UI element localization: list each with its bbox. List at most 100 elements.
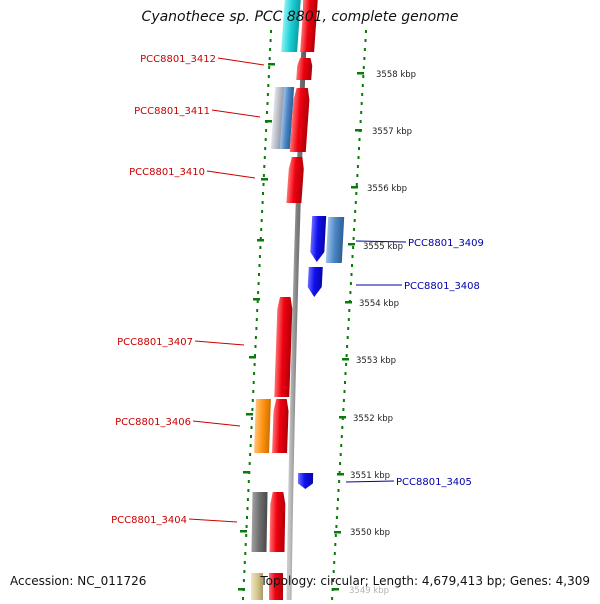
ruler-right-dots: [331, 30, 367, 600]
cog-block-orange: [254, 399, 271, 453]
ruler-dot: [258, 264, 261, 267]
scale-label: 3558 kbp: [376, 70, 416, 80]
ruler-dot: [250, 417, 253, 420]
ruler-dot: [363, 57, 366, 60]
ruler-tick: [257, 239, 264, 242]
ruler-dot: [266, 111, 268, 114]
reverse-gene-label-group: PCC8801_3405: [345, 477, 472, 488]
forward-gene-label: PCC8801_3412: [140, 54, 216, 65]
forward-gene-label-group: PCC8801_3407: [117, 337, 245, 348]
ruler-dot: [362, 66, 365, 69]
forward-gene-label-group: PCC8801_3410: [129, 167, 256, 179]
ruler-tick: [357, 72, 364, 75]
ruler-dot: [358, 147, 360, 150]
ruler-dot: [347, 327, 350, 330]
gene-arrow: [296, 58, 313, 80]
ruler-dot: [342, 399, 345, 402]
gene-arrow: [269, 492, 286, 552]
forward-gene-label-group: PCC8801_3404: [111, 515, 238, 526]
ruler-dot: [345, 363, 348, 366]
ruler-dot: [332, 570, 335, 573]
ruler-dot: [358, 138, 361, 141]
ruler-dot: [243, 570, 246, 573]
ruler-dot: [264, 147, 267, 150]
ruler-dot: [360, 111, 363, 114]
ruler-dot: [351, 264, 353, 267]
ruler-dot: [363, 48, 366, 51]
ruler-dot: [349, 291, 352, 294]
scale-label: 3553 kbp: [356, 356, 396, 366]
scale-label: 3551 kbp: [350, 471, 390, 481]
scale-label: 3556 kbp: [367, 184, 407, 194]
ruler-dot: [334, 543, 337, 546]
ruler-dot: [337, 489, 340, 492]
label-leader-line: [192, 420, 241, 427]
ruler-dot: [357, 156, 360, 159]
ruler-dot: [361, 84, 364, 87]
ruler-dot: [355, 192, 358, 195]
ruler-dot: [267, 84, 270, 87]
ruler-dot: [263, 165, 266, 168]
ruler-dot: [340, 444, 343, 447]
ruler-dot: [254, 345, 257, 348]
ruler-dot: [267, 75, 270, 78]
ruler-dot: [265, 129, 268, 132]
ruler-tick: [268, 63, 275, 66]
scale-label: 3552 kbp: [353, 414, 393, 424]
ruler-dot: [248, 462, 251, 465]
ruler-dot: [252, 381, 255, 384]
ruler-dot: [343, 390, 346, 393]
ruler-dot: [243, 561, 246, 564]
ruler-dot: [252, 390, 255, 393]
ruler-dot: [336, 507, 339, 510]
ruler-dot: [269, 48, 272, 51]
forward-gene-label: PCC8801_3410: [129, 167, 205, 178]
reverse-gene-label: PCC8801_3408: [404, 281, 480, 292]
ruler-dot: [263, 156, 266, 159]
cog-block-cyan: [281, 0, 301, 52]
ruler-dot: [260, 228, 263, 231]
ruler-dot: [350, 273, 353, 276]
ruler-dot: [353, 219, 356, 222]
ruler-dot: [246, 516, 248, 519]
ruler-dot: [249, 453, 252, 456]
chromosome-backbone: [286, 0, 309, 604]
ruler-dot: [251, 399, 254, 402]
ruler-dot: [260, 219, 263, 222]
ruler-dot: [333, 552, 336, 555]
ruler-dot: [254, 336, 257, 339]
ruler-dot: [266, 102, 269, 105]
gene-arrow: [269, 573, 283, 603]
ruler-dot: [256, 300, 259, 303]
ruler-tick: [337, 473, 344, 476]
ruler-tick: [339, 416, 346, 419]
ruler-tick: [261, 178, 268, 181]
ruler-dot: [257, 291, 260, 294]
ruler-dot: [245, 525, 248, 528]
ruler-dot: [339, 453, 342, 456]
backbone-line: [286, 0, 309, 604]
gene-arrow: [300, 0, 318, 52]
ruler-dot: [259, 237, 262, 240]
ruler-tick: [265, 120, 272, 123]
accession-text: Accession: NC_011726: [10, 574, 147, 588]
scale-label: 3554 kbp: [359, 299, 399, 309]
ruler-dot: [348, 309, 351, 312]
ruler-dot: [338, 471, 341, 474]
ruler-dot: [349, 282, 352, 285]
ruler-dot: [242, 579, 245, 582]
scale-label: 3550 kbp: [350, 528, 390, 538]
scale-label: 3549 kbp: [349, 586, 389, 596]
ruler-dot: [362, 75, 365, 78]
ruler-dot: [256, 309, 259, 312]
ruler-dot: [338, 480, 341, 483]
ruler-dot: [351, 255, 354, 258]
ruler-tick: [334, 531, 341, 534]
ruler-dot: [344, 372, 347, 375]
ruler-dot: [255, 327, 258, 330]
ruler-dot: [253, 363, 256, 366]
ruler-tick: [253, 298, 260, 301]
ruler-dot: [250, 435, 252, 438]
ruler-dot: [244, 552, 247, 555]
gene-arrow: [286, 157, 304, 203]
